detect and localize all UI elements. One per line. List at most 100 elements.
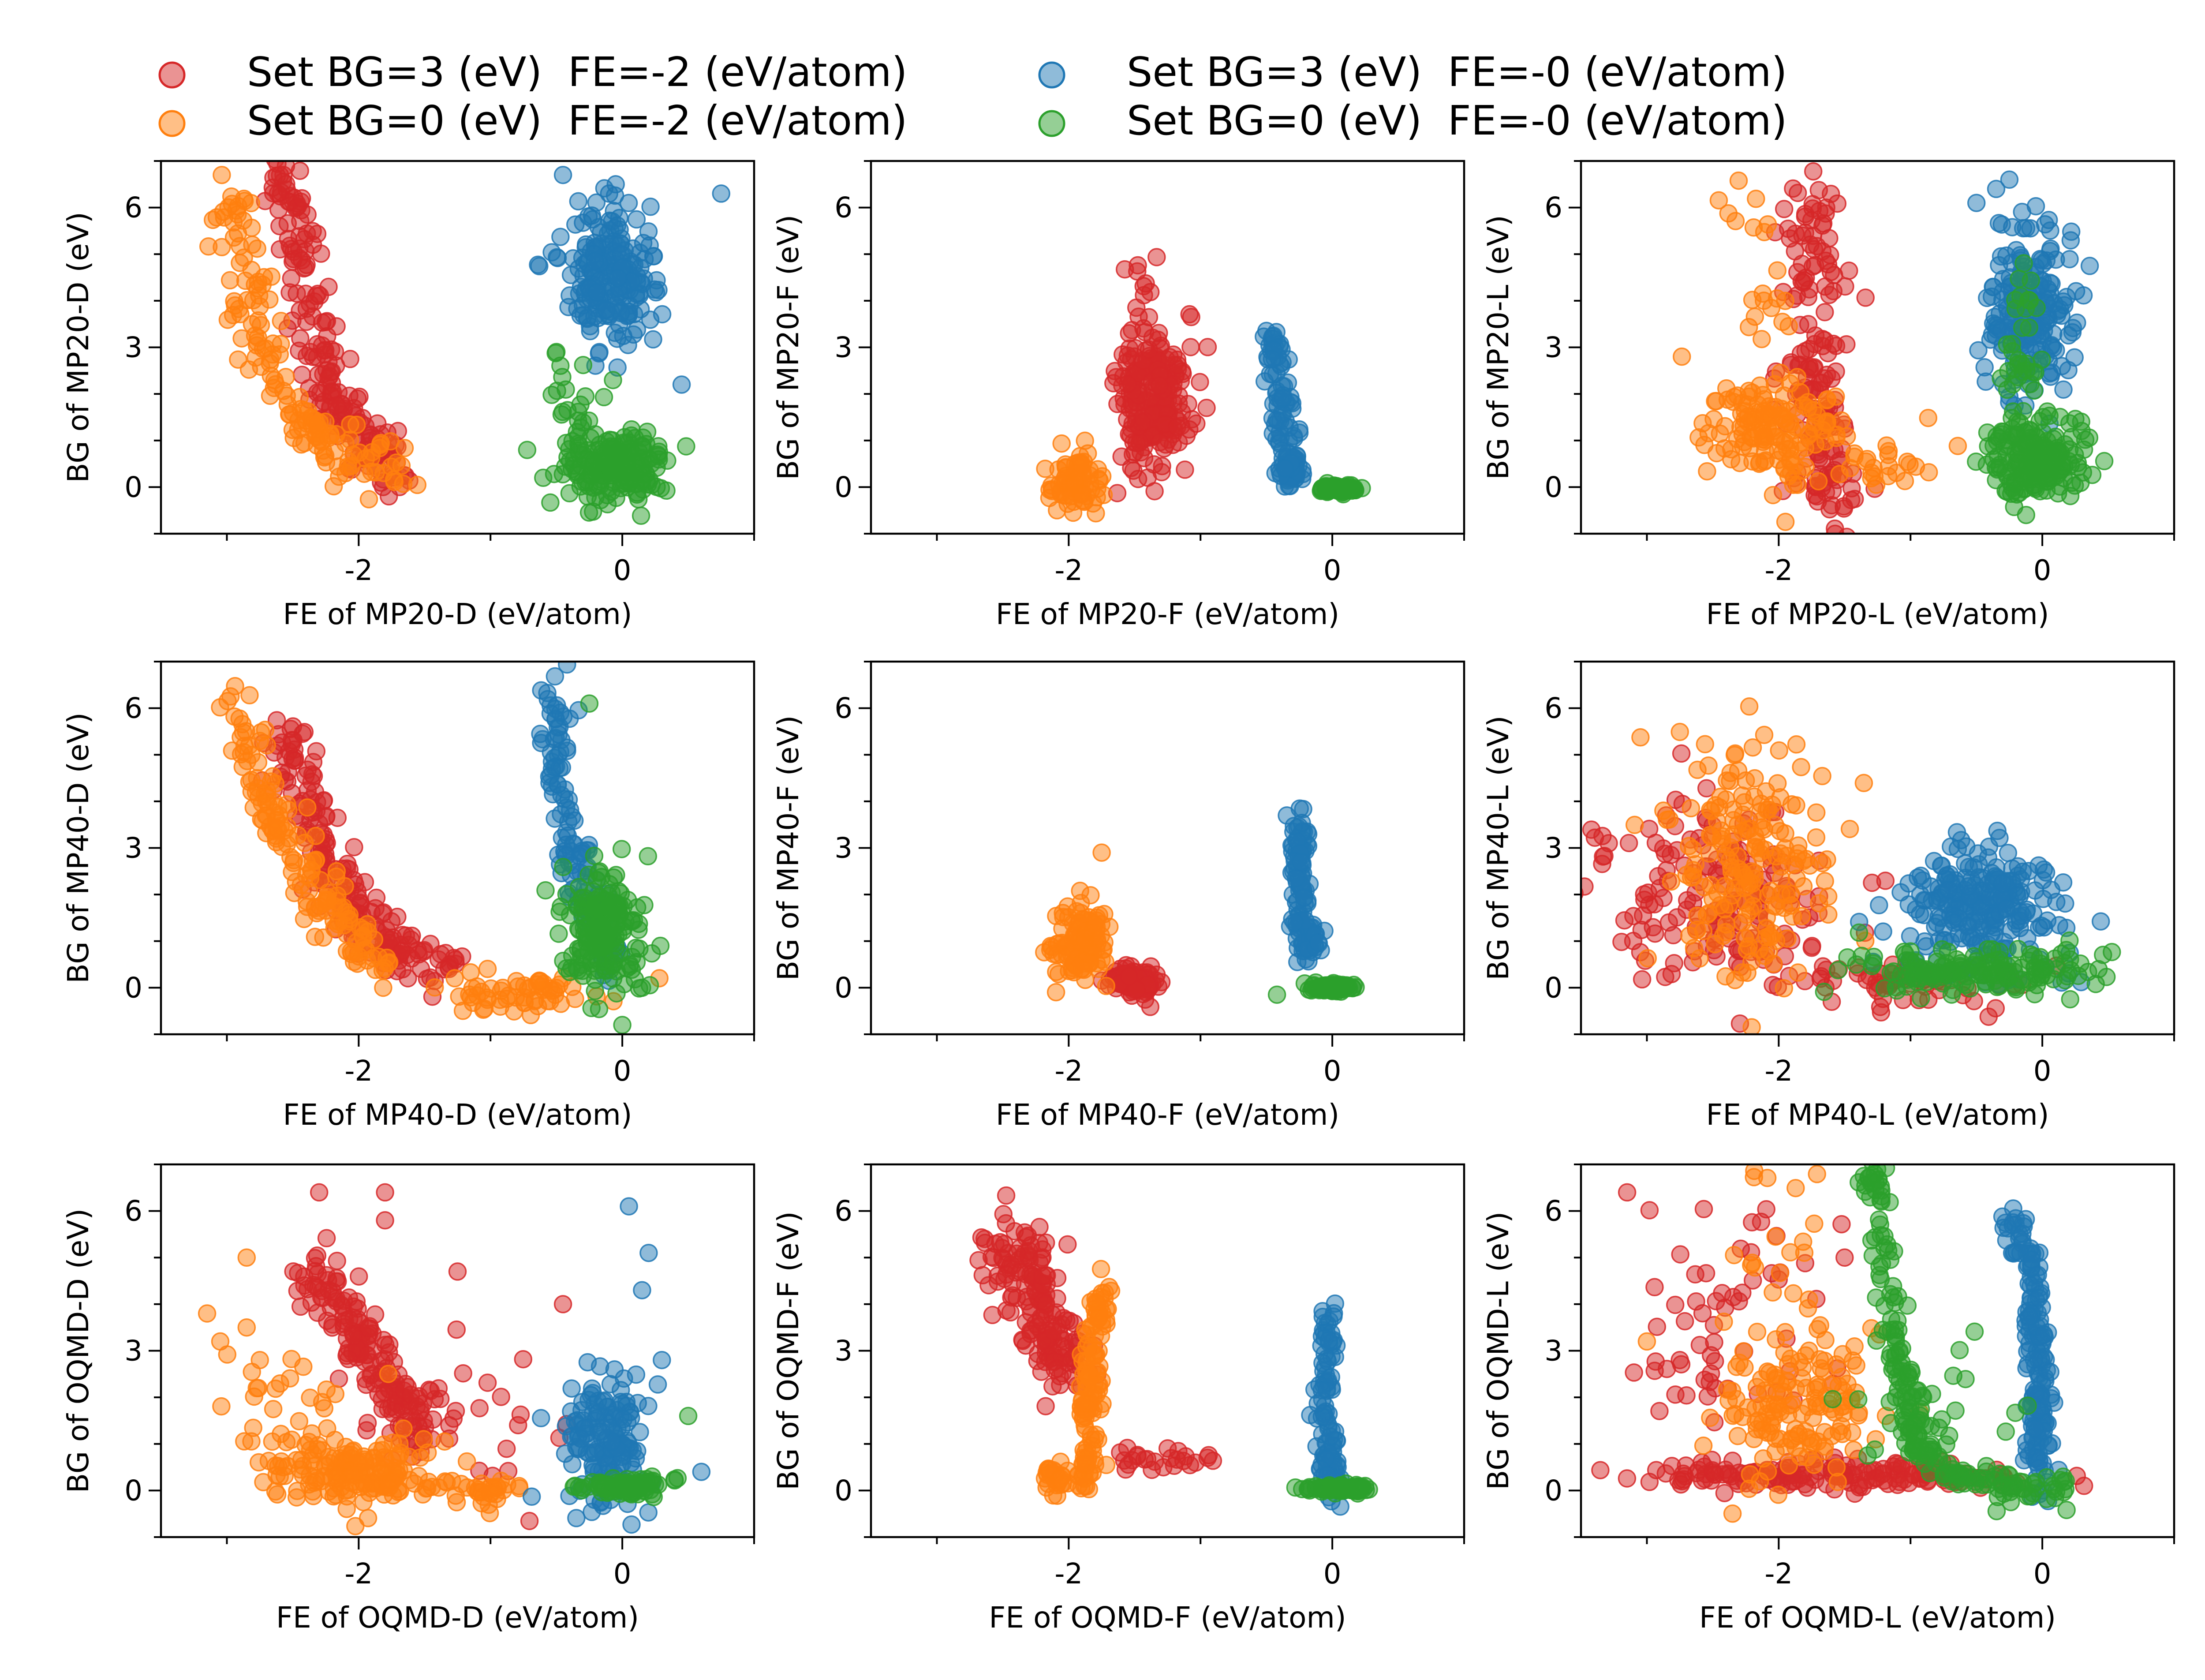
point-blue <box>2052 357 2071 375</box>
point-green <box>574 355 593 374</box>
point-blue <box>557 738 576 757</box>
point-orange <box>262 367 280 385</box>
series-blue <box>1255 322 1312 496</box>
point-orange <box>1734 823 1752 841</box>
point-blue <box>1287 869 1305 887</box>
point-orange <box>1816 872 1834 891</box>
x-ticks: -2 0 <box>936 1034 1465 1088</box>
point-orange <box>1879 442 1898 460</box>
point-orange <box>1792 758 1810 776</box>
point-orange <box>1654 801 1673 820</box>
x-tick-label: -2 <box>344 554 373 587</box>
point-green <box>613 1016 632 1034</box>
point-orange <box>1092 843 1111 862</box>
point-red <box>444 1409 463 1428</box>
point-red <box>1181 338 1200 356</box>
point-orange <box>1719 204 1738 223</box>
point-blue <box>619 194 638 213</box>
point-green <box>1933 940 1951 959</box>
point-orange <box>1735 793 1754 812</box>
x-tick-label: -2 <box>1054 554 1083 587</box>
point-orange <box>303 852 322 871</box>
series-blue <box>1278 799 1334 971</box>
point-orange <box>1047 962 1065 981</box>
point-green <box>547 343 566 361</box>
point-red <box>376 1211 394 1230</box>
point-green <box>2071 473 2090 492</box>
point-blue <box>628 1442 647 1460</box>
point-orange <box>1625 816 1644 834</box>
point-green <box>541 493 560 512</box>
y-axis-label: BG of MP40-F (eV) <box>771 715 805 981</box>
point-blue <box>1870 896 1888 915</box>
point-red <box>1120 967 1138 986</box>
point-blue <box>565 811 584 830</box>
point-orange <box>530 971 549 990</box>
point-blue <box>653 1351 671 1369</box>
point-red <box>312 244 330 263</box>
point-orange <box>337 1487 356 1506</box>
point-orange <box>550 975 569 994</box>
y-tick-label: 0 <box>834 471 852 504</box>
point-orange <box>250 1351 269 1369</box>
point-blue <box>2039 210 2058 229</box>
point-orange <box>1741 427 1760 446</box>
x-tick-label: 0 <box>2033 554 2052 587</box>
y-axis-label: BG of MP20-D (eV) <box>61 212 95 483</box>
legend-marker-red <box>158 61 186 89</box>
point-red <box>1108 395 1127 413</box>
point-orange <box>1756 840 1775 859</box>
point-red <box>1979 1007 1998 1026</box>
point-red <box>492 1388 510 1406</box>
point-orange <box>1809 472 1828 490</box>
point-green <box>564 1478 583 1496</box>
point-blue <box>633 1281 651 1299</box>
point-orange <box>1081 945 1100 964</box>
point-blue <box>631 1423 649 1441</box>
point-red <box>317 807 336 825</box>
point-blue <box>1987 180 2006 198</box>
y-tick-label: 3 <box>124 832 142 865</box>
point-green <box>598 495 617 514</box>
point-green <box>2009 445 2028 464</box>
point-blue <box>1923 891 1941 910</box>
point-red <box>1804 162 1823 181</box>
point-orange <box>1781 374 1799 393</box>
point-green <box>576 473 595 492</box>
point-green <box>2045 949 2064 968</box>
point-orange <box>1767 897 1786 916</box>
point-green <box>612 840 631 858</box>
point-green <box>579 503 598 522</box>
point-red <box>388 908 407 926</box>
point-red <box>429 1379 448 1398</box>
point-orange <box>1919 463 1938 482</box>
point-orange <box>394 1419 413 1438</box>
point-orange <box>318 891 337 910</box>
point-green <box>2017 505 2036 524</box>
point-orange <box>1745 769 1764 788</box>
point-blue <box>606 175 625 194</box>
point-green <box>560 484 579 503</box>
point-red <box>514 1350 533 1369</box>
y-ticks: 036 <box>124 661 161 1035</box>
point-red <box>1809 492 1827 511</box>
point-red <box>1129 470 1147 488</box>
point-red <box>1180 305 1199 324</box>
point-blue <box>593 1548 610 1564</box>
point-green <box>639 847 658 866</box>
point-blue <box>1932 857 1951 875</box>
point-red <box>339 1350 358 1369</box>
point-orange <box>290 1412 309 1431</box>
y-tick-label: 3 <box>1544 832 1562 865</box>
point-blue <box>1280 418 1299 437</box>
series-green <box>1312 474 1371 504</box>
point-orange <box>1052 945 1071 964</box>
point-blue <box>551 703 570 722</box>
point-orange <box>1046 983 1065 1002</box>
points-mp40-d <box>211 662 670 1034</box>
point-blue <box>608 216 627 235</box>
point-green <box>558 448 577 467</box>
point-orange <box>1100 917 1119 936</box>
point-red <box>341 350 359 368</box>
